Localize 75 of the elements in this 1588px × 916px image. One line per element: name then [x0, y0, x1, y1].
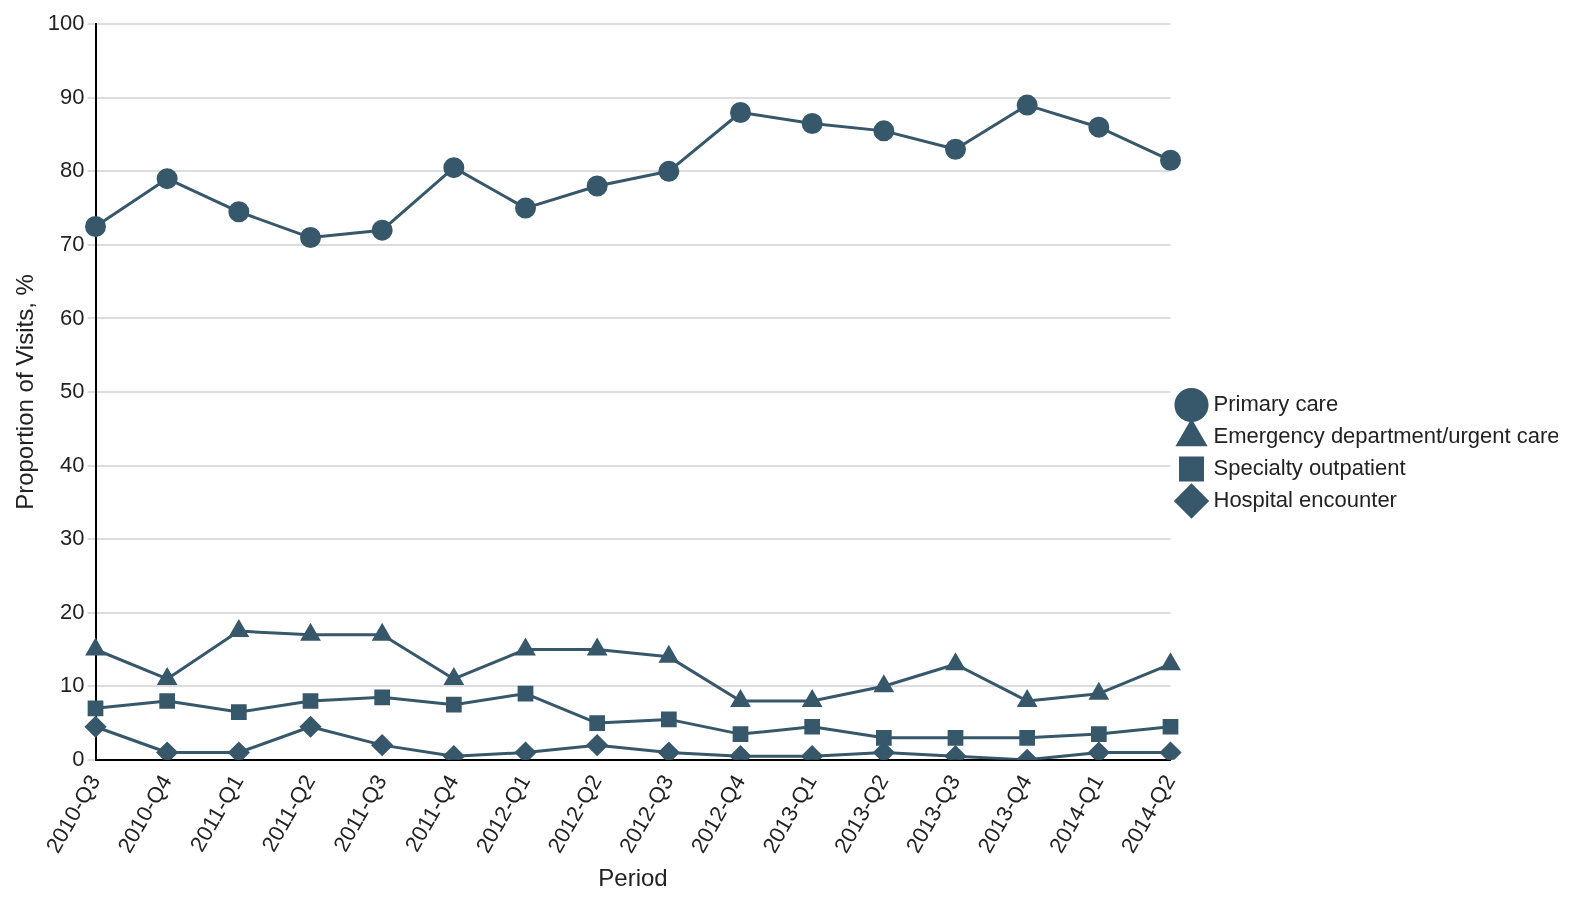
point	[947, 729, 964, 746]
legend-label: Primary care	[1213, 391, 1339, 417]
y-tick-label: 80	[60, 157, 85, 183]
point	[1016, 94, 1038, 116]
y-tick-label: 10	[60, 672, 85, 698]
point	[874, 675, 894, 693]
y-tick-label: 50	[60, 378, 85, 404]
point	[1089, 683, 1109, 700]
point	[300, 716, 322, 738]
point	[589, 715, 606, 731]
point	[156, 742, 178, 760]
point	[945, 138, 966, 160]
point	[445, 696, 462, 713]
point	[371, 734, 393, 756]
point	[85, 716, 107, 738]
point	[660, 711, 677, 728]
legend-label: Emergency department/urgent care	[1213, 423, 1560, 449]
point	[156, 168, 178, 190]
point	[85, 216, 107, 238]
point	[658, 742, 680, 760]
point	[658, 160, 680, 182]
point	[230, 704, 247, 720]
point	[946, 653, 965, 671]
point	[516, 639, 535, 656]
point	[86, 639, 105, 656]
point	[1088, 116, 1110, 138]
y-tick-label: 100	[47, 10, 85, 36]
point	[1019, 729, 1036, 746]
point	[1090, 726, 1107, 742]
point	[228, 201, 250, 223]
point	[444, 668, 464, 685]
point	[875, 729, 892, 746]
point	[1088, 742, 1110, 760]
point	[1017, 690, 1037, 707]
point	[1160, 742, 1181, 760]
y-axis-title: Proportion of Visits, %	[11, 274, 39, 510]
point	[1161, 653, 1180, 671]
point	[157, 668, 177, 685]
y-tick-label: 40	[60, 451, 85, 477]
point	[228, 742, 250, 760]
point	[515, 197, 536, 219]
point	[732, 726, 749, 742]
point	[159, 693, 176, 709]
point	[300, 227, 322, 249]
point	[374, 689, 391, 706]
point	[229, 620, 249, 638]
y-tick-label: 0	[72, 745, 85, 771]
y-tick-label: 70	[60, 230, 85, 256]
y-tick-label: 90	[60, 83, 85, 109]
x-axis-title: Period	[598, 864, 668, 892]
point	[659, 646, 679, 663]
point	[443, 157, 465, 179]
point	[731, 690, 750, 707]
point	[87, 700, 104, 717]
point	[515, 742, 536, 760]
point	[1162, 718, 1179, 735]
legend-label: Hospital encounter	[1213, 487, 1397, 513]
point	[804, 718, 821, 735]
point	[372, 624, 392, 641]
legend-label: Specialty outpatient	[1213, 455, 1406, 481]
y-tick-label: 60	[60, 304, 85, 330]
point	[586, 175, 608, 197]
point	[801, 113, 823, 135]
point	[730, 101, 751, 123]
point	[517, 685, 534, 702]
point	[301, 624, 320, 641]
point	[587, 639, 607, 656]
point	[586, 734, 608, 756]
point	[302, 693, 319, 709]
point	[873, 120, 895, 142]
point	[802, 690, 822, 707]
y-tick-label: 30	[60, 525, 85, 551]
point	[371, 219, 393, 241]
y-tick-label: 20	[60, 598, 85, 624]
point	[1160, 149, 1181, 171]
